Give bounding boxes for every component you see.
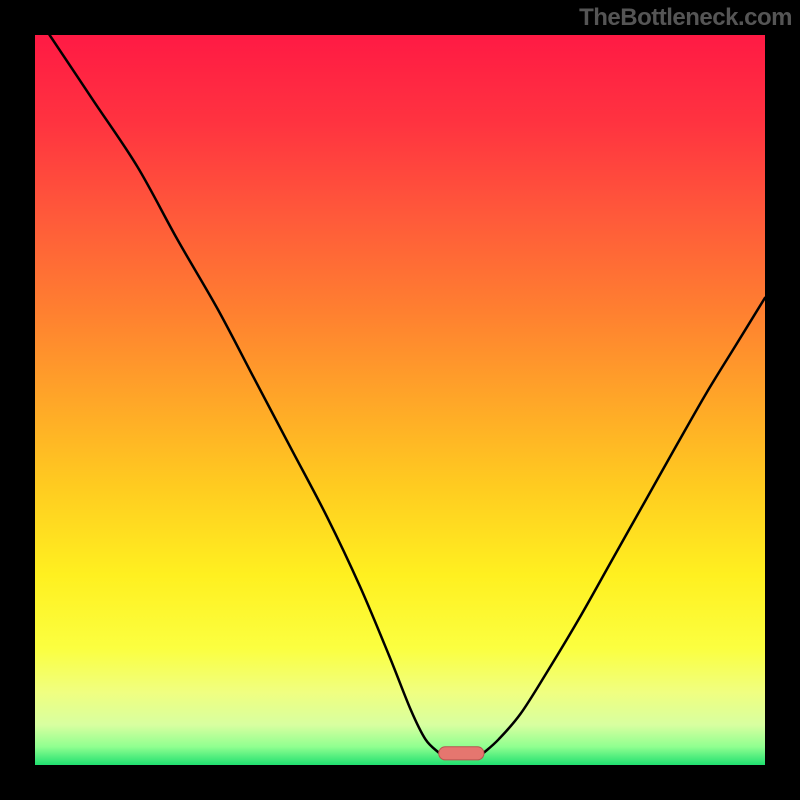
optimal-point-marker: [439, 747, 484, 760]
watermark-text: TheBottleneck.com: [579, 4, 792, 32]
chart-background: [35, 35, 765, 765]
bottleneck-chart: [0, 0, 800, 800]
